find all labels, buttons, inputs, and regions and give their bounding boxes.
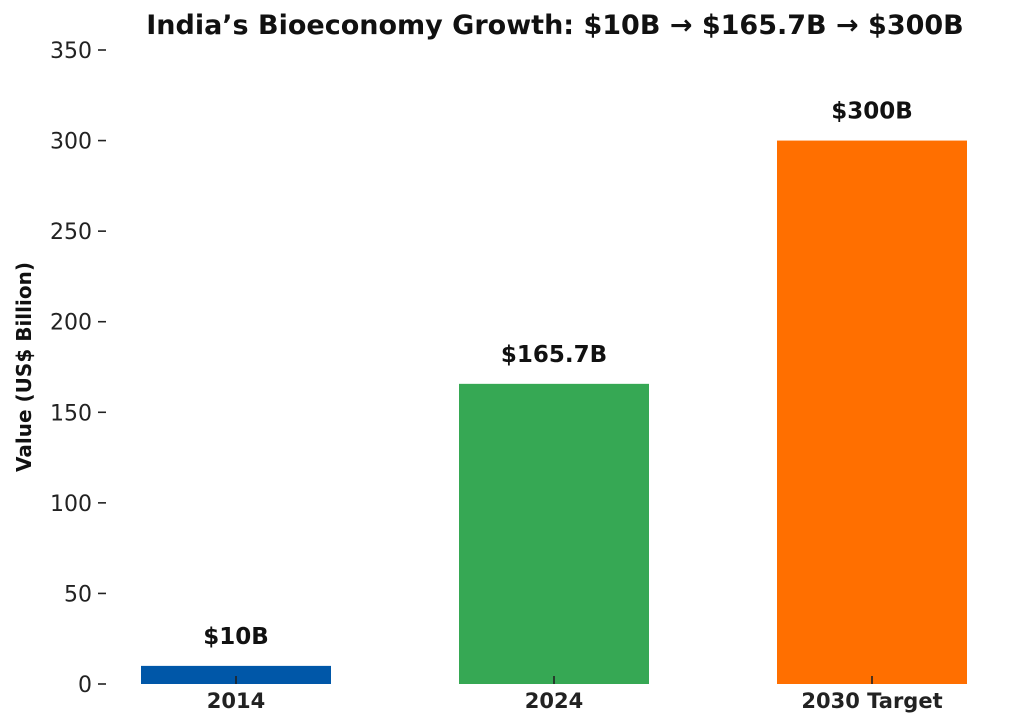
x-tick-label: 2030 Target — [801, 689, 942, 713]
chart-title: India’s Bioeconomy Growth: $10B → $165.7… — [146, 10, 964, 41]
data-label: $165.7B — [501, 342, 607, 368]
bar-2014 — [141, 665, 331, 684]
y-tick-label: 250 — [50, 220, 92, 245]
y-tick-label: 50 — [64, 582, 92, 607]
y-axis: 0 50 100 150 200 250 300 350 — [50, 39, 106, 698]
y-axis-label: Value (US$ Billion) — [12, 262, 36, 472]
bar-2024 — [459, 383, 649, 684]
data-label: $10B — [203, 624, 269, 650]
x-tick-label: 2024 — [525, 689, 583, 713]
y-tick-label: 350 — [50, 39, 92, 64]
y-tick-label: 200 — [50, 311, 92, 336]
x-axis: 2014 2024 2030 Target — [207, 676, 943, 713]
y-tick-label: 0 — [78, 673, 92, 698]
y-tick-label: 100 — [50, 492, 92, 517]
x-tick-label: 2014 — [207, 689, 265, 713]
y-tick-label: 150 — [50, 401, 92, 426]
bars: $10B $165.7B $300B — [141, 99, 967, 685]
data-label: $300B — [831, 99, 913, 125]
y-tick-label: 300 — [50, 130, 92, 155]
bar-2030-target — [777, 140, 967, 685]
